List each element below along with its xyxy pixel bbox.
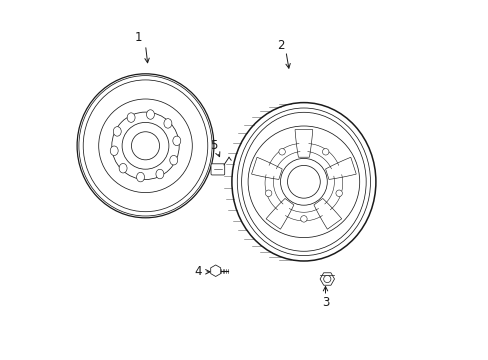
Text: 2: 2	[276, 39, 284, 51]
Ellipse shape	[131, 132, 159, 160]
Ellipse shape	[287, 166, 320, 198]
Text: 3: 3	[321, 296, 328, 309]
Polygon shape	[294, 130, 312, 157]
Ellipse shape	[110, 146, 118, 156]
Ellipse shape	[127, 113, 135, 122]
Ellipse shape	[265, 190, 271, 197]
Ellipse shape	[79, 76, 212, 216]
Ellipse shape	[112, 112, 179, 180]
FancyBboxPatch shape	[211, 164, 224, 175]
Polygon shape	[325, 157, 356, 179]
Ellipse shape	[77, 74, 213, 218]
Ellipse shape	[278, 149, 285, 155]
Ellipse shape	[169, 156, 177, 165]
Ellipse shape	[136, 172, 144, 182]
Ellipse shape	[280, 158, 326, 205]
Ellipse shape	[322, 149, 328, 155]
Ellipse shape	[119, 163, 127, 173]
Ellipse shape	[241, 112, 366, 251]
Ellipse shape	[231, 103, 375, 261]
Text: 1: 1	[134, 31, 142, 44]
Ellipse shape	[247, 126, 359, 238]
Ellipse shape	[146, 110, 154, 119]
Ellipse shape	[300, 216, 306, 222]
Ellipse shape	[122, 122, 168, 169]
Text: 5: 5	[210, 139, 217, 152]
Ellipse shape	[99, 99, 192, 193]
Ellipse shape	[237, 108, 370, 256]
Text: 4: 4	[194, 265, 202, 278]
Polygon shape	[313, 198, 341, 229]
Ellipse shape	[172, 136, 181, 145]
Ellipse shape	[83, 80, 207, 212]
Ellipse shape	[113, 127, 121, 136]
Ellipse shape	[335, 190, 342, 197]
Ellipse shape	[163, 119, 171, 128]
Polygon shape	[251, 157, 282, 179]
Ellipse shape	[156, 169, 163, 179]
Polygon shape	[265, 198, 293, 229]
Ellipse shape	[323, 275, 330, 283]
